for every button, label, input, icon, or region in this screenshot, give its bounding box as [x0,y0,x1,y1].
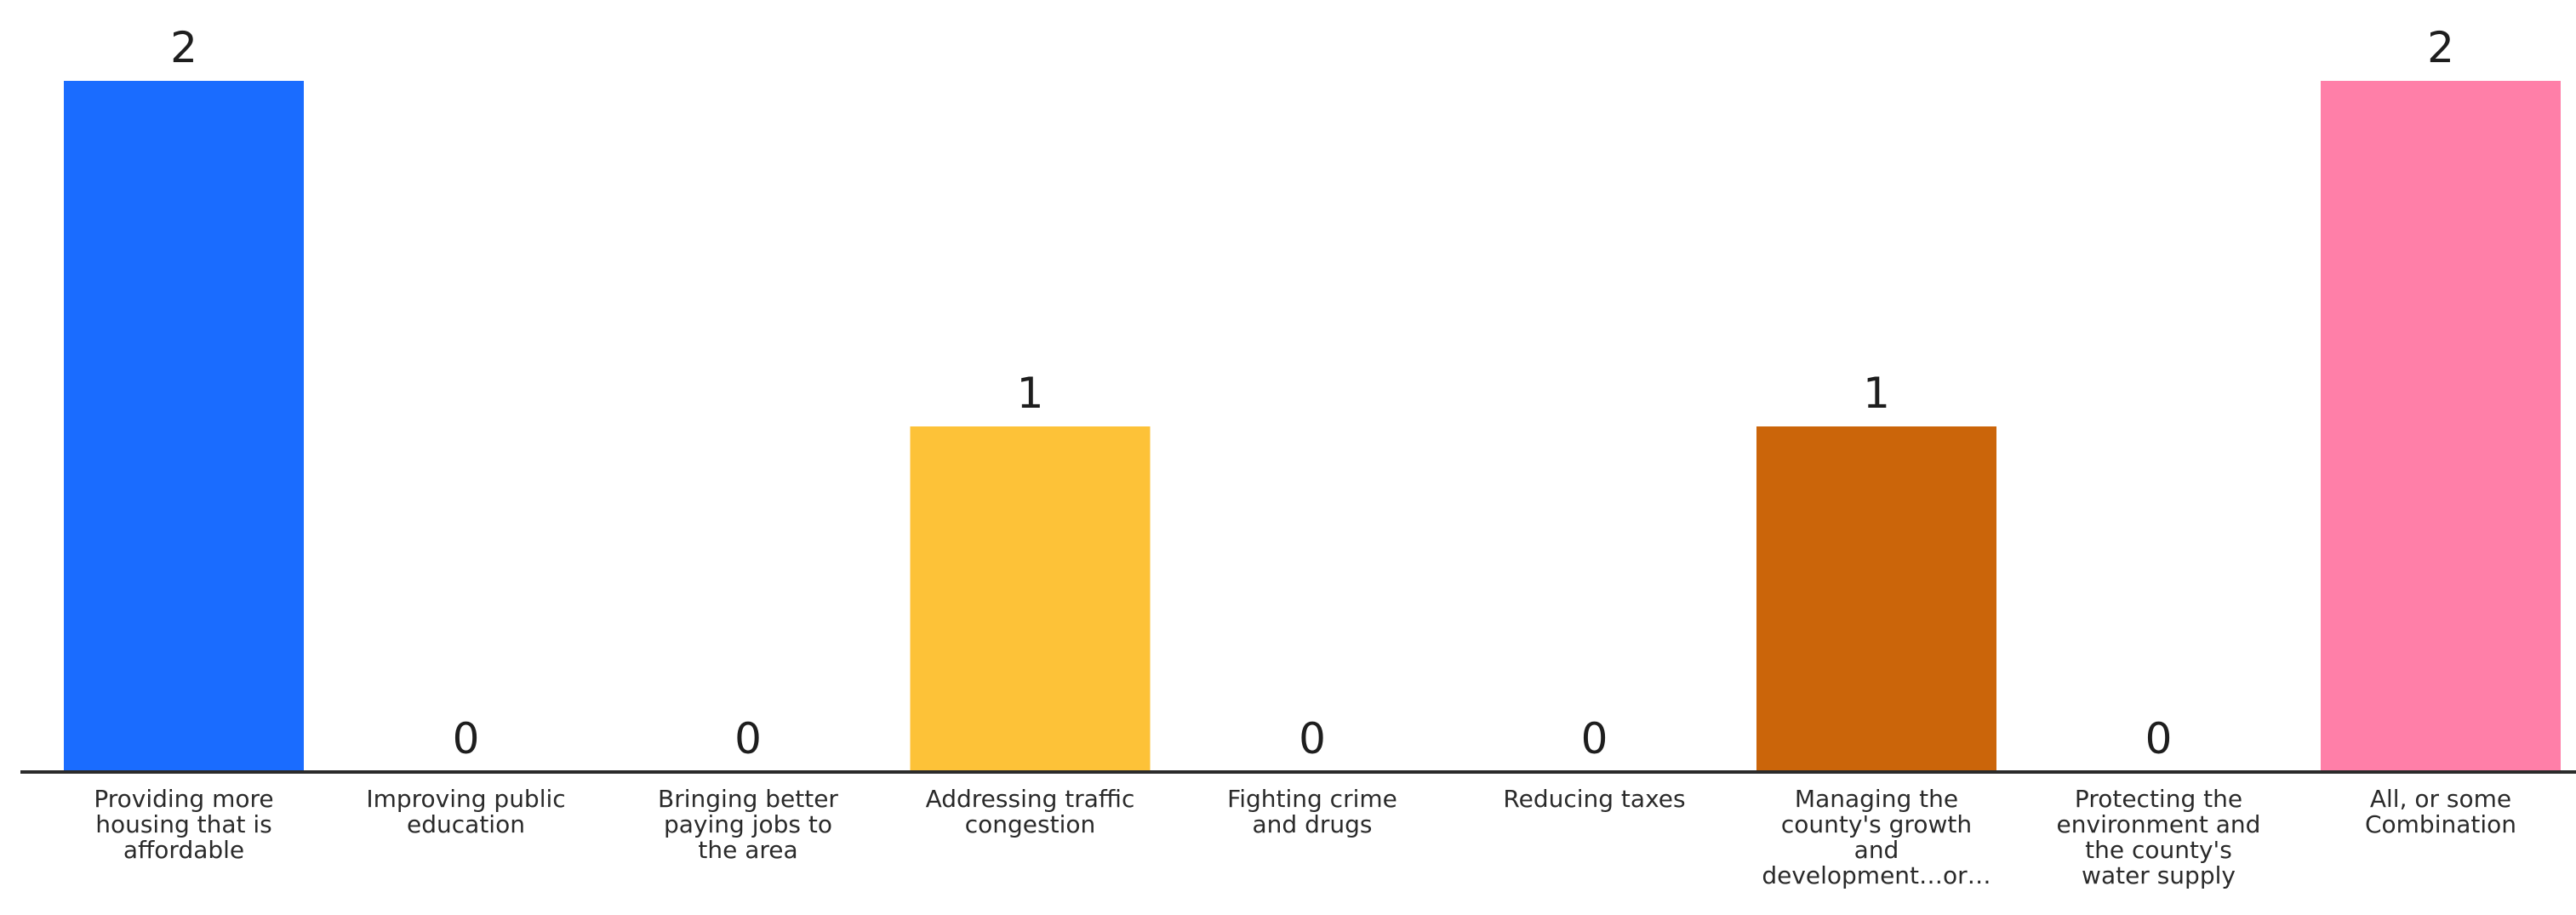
value-label-6: 0 [1581,714,1608,763]
value-label-9: 2 [2427,23,2454,72]
category-label-6: Reducing taxes [1503,785,1685,813]
category-label-3: Bringing better paying jobs to the area [658,785,838,864]
category-label-8: Protecting the environment and the county'… [2057,785,2261,889]
category-label-1: Providing more housing that is affordable [94,785,273,864]
category-label-2: Improving public education [366,785,565,838]
category-labels-group: Providing more housing that is affordable I… [94,785,2516,889]
value-label-4: 1 [1017,369,1044,418]
bar-1 [64,81,304,772]
value-label-8: 0 [2145,714,2173,763]
bar-4 [910,426,1151,772]
bar-7 [1756,426,1996,772]
category-label-7: Managing the county's growth and developmen… [1762,785,1991,889]
value-label-2: 0 [453,714,480,763]
value-label-3: 0 [734,714,762,763]
value-label-5: 0 [1299,714,1326,763]
category-label-5: Fighting crime and drugs [1227,785,1397,838]
category-label-9: All, or some Combination [2365,785,2516,838]
value-label-1: 2 [170,23,197,72]
bar-9 [2321,81,2561,772]
category-label-4: Addressing traffic congestion [926,785,1135,838]
value-labels-group: 2 0 0 1 0 0 1 0 2 [170,23,2454,763]
value-label-7: 1 [1863,369,1890,418]
bars-group [64,81,2561,772]
